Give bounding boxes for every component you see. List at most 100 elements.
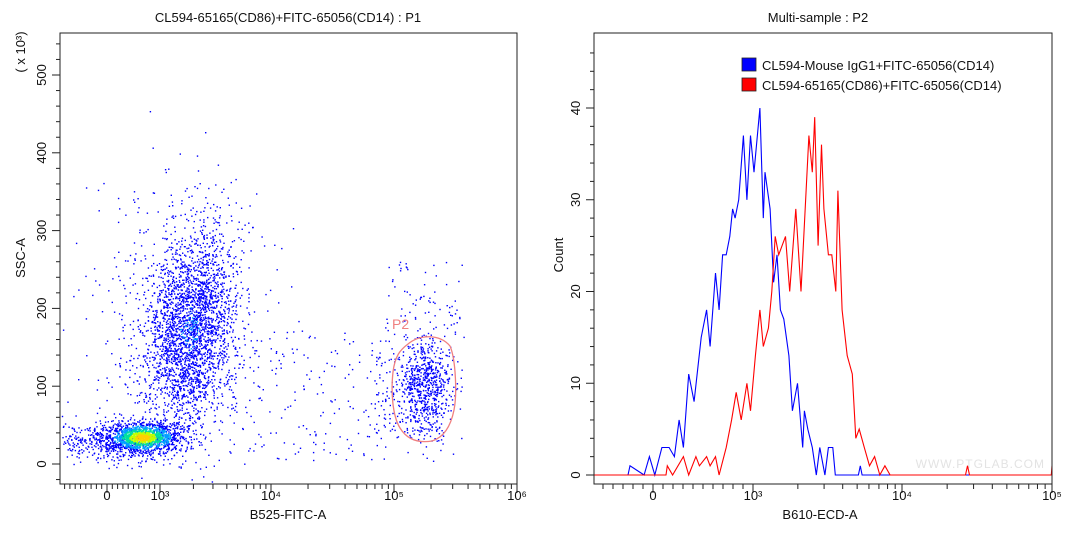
scatter-point <box>176 358 179 361</box>
scatter-point <box>92 435 94 437</box>
scatter-point <box>156 396 158 398</box>
scatter-point <box>122 436 125 439</box>
scatter-point <box>201 262 203 265</box>
scatter-point <box>194 269 196 272</box>
scatter-point <box>81 439 83 441</box>
scatter-point <box>177 410 179 412</box>
scatter-point <box>269 289 272 292</box>
scatter-point <box>265 293 267 296</box>
scatter-point <box>165 437 167 439</box>
scatter-point <box>201 355 203 357</box>
scatter-point <box>172 278 174 280</box>
scatter-point <box>138 401 140 403</box>
scatter-point <box>200 311 203 314</box>
scatter-point <box>192 340 194 343</box>
scatter-point <box>206 310 208 312</box>
scatter-point <box>203 375 206 377</box>
scatter-point <box>94 429 96 431</box>
scatter-point <box>96 433 98 435</box>
scatter-point <box>206 254 209 256</box>
scatter-point <box>99 407 101 409</box>
scatter-point <box>178 356 180 358</box>
scatter-point <box>193 336 195 338</box>
scatter-point <box>174 253 177 255</box>
scatter-point <box>213 250 216 253</box>
scatter-point <box>179 254 182 257</box>
scatter-point <box>182 331 184 333</box>
scatter-point <box>171 311 174 314</box>
scatter-point <box>230 287 232 290</box>
scatter-point <box>131 430 133 432</box>
scatter-point <box>196 347 198 349</box>
scatter-point <box>188 417 191 420</box>
scatter-point <box>240 207 243 209</box>
scatter-point <box>212 325 215 327</box>
scatter-point <box>166 348 168 350</box>
scatter-point <box>220 335 223 338</box>
scatter-point <box>146 433 149 435</box>
scatter-point <box>157 300 159 302</box>
scatter-point <box>170 318 173 320</box>
scatter-point <box>187 375 190 377</box>
scatter-point <box>192 320 194 322</box>
scatter-point <box>212 263 214 265</box>
scatter-point <box>181 365 183 367</box>
scatter-point <box>198 343 200 345</box>
scatter-point <box>157 325 160 327</box>
scatter-point <box>173 341 175 343</box>
scatter-point <box>228 371 230 374</box>
scatter-point <box>78 457 80 459</box>
scatter-point <box>211 342 214 344</box>
scatter-point <box>124 422 126 425</box>
scatter-point <box>117 445 120 447</box>
scatter-point <box>133 242 136 244</box>
scatter-point <box>136 428 138 431</box>
scatter-point <box>142 277 144 280</box>
scatter-point <box>176 327 179 330</box>
scatter-point <box>181 307 183 309</box>
scatter-point <box>178 241 180 243</box>
scatter-point <box>121 439 124 441</box>
scatter-point <box>185 340 188 342</box>
scatter-point <box>183 438 186 441</box>
scatter-point <box>224 312 226 315</box>
scatter-point <box>69 449 72 452</box>
scatter-point <box>144 442 147 444</box>
scatter-point <box>195 279 198 281</box>
scatter-point <box>186 369 189 372</box>
scatter-point <box>156 327 158 329</box>
scatter-point <box>183 296 185 299</box>
scatter-point <box>206 274 209 276</box>
scatter-point <box>204 414 206 417</box>
scatter-point <box>177 297 179 300</box>
scatter-point <box>195 421 197 424</box>
scatter-point <box>149 428 151 430</box>
scatter-point <box>228 356 230 358</box>
scatter-point <box>219 335 222 337</box>
scatter-point <box>180 376 182 378</box>
scatter-point <box>127 429 130 431</box>
scatter-point <box>205 297 208 299</box>
scatter-point <box>77 443 79 445</box>
scatter-point <box>202 267 204 269</box>
scatter-point <box>223 293 225 295</box>
scatter-point <box>163 429 165 432</box>
scatter-point <box>149 393 152 395</box>
scatter-point <box>167 449 170 451</box>
scatter-point <box>159 355 161 357</box>
scatter-point <box>155 403 157 406</box>
scatter-point <box>116 424 118 426</box>
scatter-point <box>149 111 152 113</box>
scatter-point <box>111 428 114 431</box>
scatter-point <box>208 258 211 261</box>
scatter-point <box>202 262 204 264</box>
scatter-point <box>200 424 202 427</box>
scatter-point <box>203 294 205 296</box>
scatter-point <box>166 263 168 265</box>
scatter-point <box>109 431 112 433</box>
scatter-point <box>193 438 195 441</box>
scatter-point <box>193 433 195 435</box>
scatter-point <box>168 332 170 335</box>
scatter-point <box>197 274 199 276</box>
scatter-point <box>154 341 156 343</box>
